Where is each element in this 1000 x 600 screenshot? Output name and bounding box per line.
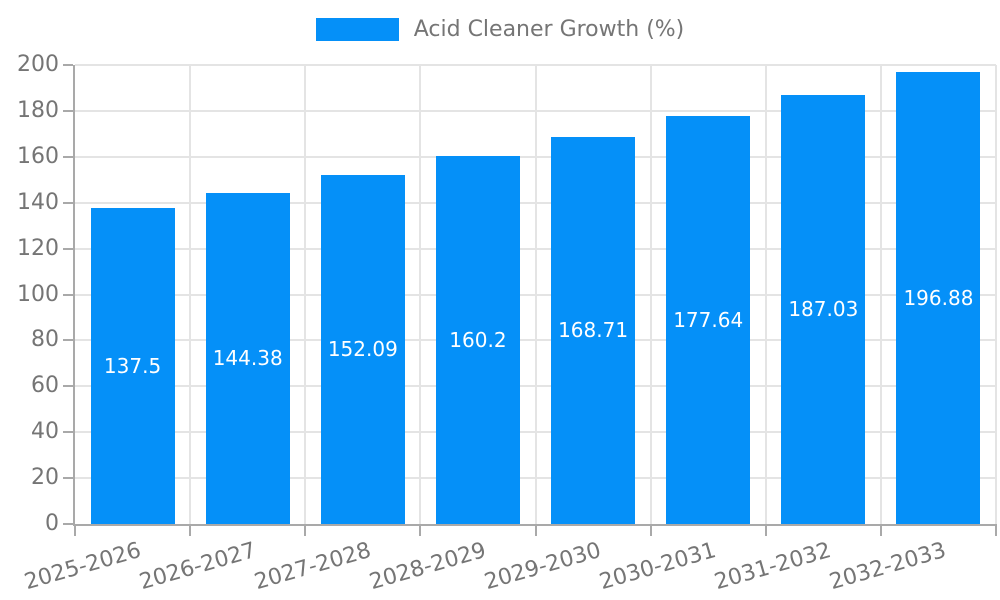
- bar: 187.03: [781, 94, 866, 524]
- y-tick-mark: [63, 339, 73, 342]
- y-tick-label: 40: [31, 419, 59, 445]
- bar-value-label: 144.38: [212, 346, 283, 371]
- x-tick-label: 2028-2029: [366, 538, 489, 596]
- y-tick-mark: [63, 247, 73, 250]
- x-tick-label: 2031-2032: [712, 538, 835, 596]
- bar: 196.88: [896, 72, 981, 524]
- bar: 160.2: [435, 156, 520, 524]
- x-tick-label: 2027-2028: [251, 538, 374, 596]
- y-tick-mark: [63, 523, 73, 525]
- x-tick-label: 2029-2030: [481, 538, 604, 596]
- bar-value-label: 177.64: [673, 308, 744, 333]
- y-tick-label: 160: [17, 143, 59, 169]
- x-tick-mark: [995, 524, 997, 536]
- y-tick-mark: [63, 64, 73, 66]
- bar-value-label: 196.88: [903, 286, 974, 311]
- x-tick-mark: [189, 524, 192, 536]
- x-gridline: [189, 65, 192, 524]
- legend-swatch: [315, 18, 399, 41]
- x-tick-mark: [764, 524, 767, 536]
- y-tick-mark: [63, 293, 73, 296]
- y-tick-label: 200: [17, 52, 59, 77]
- x-tick-label: 2032-2033: [827, 538, 950, 596]
- y-tick-label: 180: [17, 97, 59, 123]
- bar: 137.5: [90, 208, 175, 524]
- y-tick-mark: [63, 155, 73, 158]
- x-tick-mark: [419, 524, 422, 536]
- plot-area: 0 20 40 60 80 100 120 140 160 180 200 137.5 144.38 15…: [17, 52, 997, 595]
- x-tick-label: 2026-2027: [136, 538, 259, 596]
- y-tick-label: 80: [31, 327, 59, 353]
- bar-value-label: 187.03: [788, 297, 859, 322]
- y-tick-mark: [63, 201, 73, 204]
- x-gridline: [879, 65, 882, 524]
- y-tick-label: 140: [17, 189, 59, 215]
- bar: 177.64: [666, 116, 751, 524]
- x-gridline: [304, 65, 307, 524]
- bar-value-label: 160.2: [449, 328, 507, 353]
- y-tick-mark: [63, 431, 73, 434]
- x-gridline: [995, 65, 997, 524]
- x-tick-label: 2025-2026: [21, 538, 144, 596]
- x-gridline: [534, 65, 537, 524]
- x-tick-mark: [649, 524, 652, 536]
- legend-label: Acid Cleaner Growth (%): [413, 17, 685, 42]
- bar-value-label: 137.5: [103, 354, 162, 379]
- y-tick-label: 20: [31, 465, 59, 491]
- x-tick-mark: [74, 524, 76, 536]
- bar: 168.71: [551, 136, 636, 524]
- y-tick-label: 120: [17, 235, 59, 261]
- bar-value-label: 152.09: [327, 337, 398, 362]
- y-tick-mark: [63, 109, 73, 112]
- bar-value-label: 168.71: [558, 318, 629, 343]
- y-tick-label: 100: [17, 281, 59, 307]
- bar: 144.38: [205, 192, 290, 524]
- x-tick-mark: [879, 524, 882, 536]
- x-tick-mark: [534, 524, 537, 536]
- y-tick-mark: [63, 385, 73, 388]
- bar: 152.09: [320, 174, 405, 524]
- y-tick-label: 0: [45, 511, 59, 536]
- x-tick-mark: [304, 524, 307, 536]
- legend: Acid Cleaner Growth (%): [0, 18, 1000, 41]
- x-gridline: [419, 65, 422, 524]
- x-tick-label: 2030-2031: [596, 538, 720, 596]
- x-gridline: [649, 65, 652, 524]
- y-tick-label: 60: [31, 373, 59, 399]
- x-gridline: [764, 65, 767, 524]
- y-tick-mark: [63, 477, 73, 480]
